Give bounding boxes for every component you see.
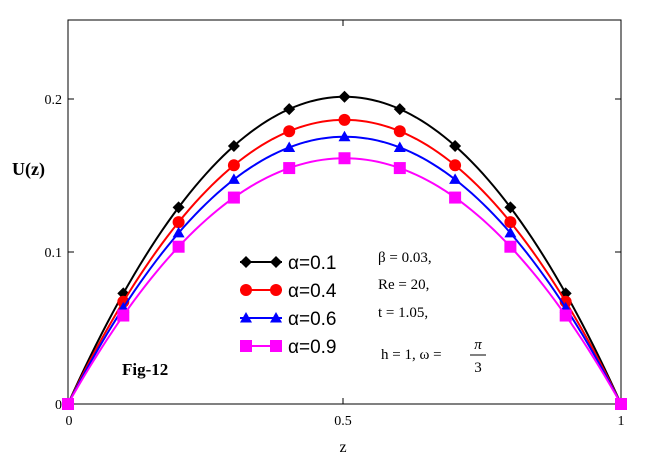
legend-item: α=0.1 [240,253,337,274]
data-point [227,159,240,172]
legend-label: α=0.9 [288,337,337,358]
legend: α=0.1 α=0.4 α=0.6 α=0.9 [240,253,337,358]
y-tick-label: 0.2 [45,93,63,108]
data-point [393,141,406,152]
figure-label: Fig-12 [122,360,168,379]
legend-marker [240,312,252,323]
plot-frame [67,19,622,405]
legend-item: α=0.9 [240,337,337,358]
data-point [338,152,351,165]
data-point [227,139,240,152]
tick-marks [68,20,621,404]
annotation-re: Re = 20, [378,277,429,293]
data-point [615,398,627,410]
legend-marker [270,312,282,323]
y-tick-label: 0 [55,398,62,413]
legend-marker [240,284,252,296]
legend-marker [240,340,252,352]
data-point [283,125,296,138]
data-point [449,173,462,184]
data-point [172,216,185,229]
series-2 [67,113,622,405]
x-axis-label: z [339,439,346,456]
data-point [172,240,185,253]
data-point [172,226,185,238]
legend-item: α=0.4 [240,281,337,302]
data-point [338,113,351,126]
annotation-beta: β = 0.03, [378,250,432,266]
data-point [504,226,517,238]
data-point [227,191,240,204]
data-point [338,90,351,103]
x-tick-label: 0.5 [334,414,352,429]
x-tick-label: 0 [66,414,73,429]
y-tick-label: 0.1 [45,246,63,261]
data-point [504,201,517,214]
annotation-h-omega: h = 1, ω = [381,347,442,363]
data-point [559,309,572,322]
annotation-frac-num: π [474,337,482,353]
data-point [449,139,462,152]
data-point [449,159,462,172]
series-4 [67,152,622,405]
data-point [283,141,296,152]
annotation-t: t = 1.05, [378,305,428,321]
legend-label: α=0.4 [288,281,337,302]
data-point [283,162,296,175]
legend-marker [270,340,282,352]
data-point [504,240,517,253]
data-point [62,398,74,410]
series-1 [67,90,622,405]
data-point [117,309,130,322]
legend-marker [270,284,282,296]
data-point [338,130,351,142]
x-tick-label: 1 [618,414,625,429]
annotation-frac-den: 3 [474,360,482,376]
data-point [504,216,517,229]
data-point [393,103,406,116]
legend-label: α=0.6 [288,309,337,330]
y-axis-label: U(z) [12,159,45,180]
series-layer [62,90,627,410]
data-point [227,173,240,184]
data-point [393,162,406,175]
legend-marker [240,256,252,268]
data-point [449,191,462,204]
series-line [67,95,622,405]
data-point [172,201,185,214]
data-point [393,125,406,138]
data-point [283,103,296,116]
legend-label: α=0.1 [288,253,337,274]
legend-item: α=0.6 [240,309,337,330]
legend-marker [270,256,282,268]
